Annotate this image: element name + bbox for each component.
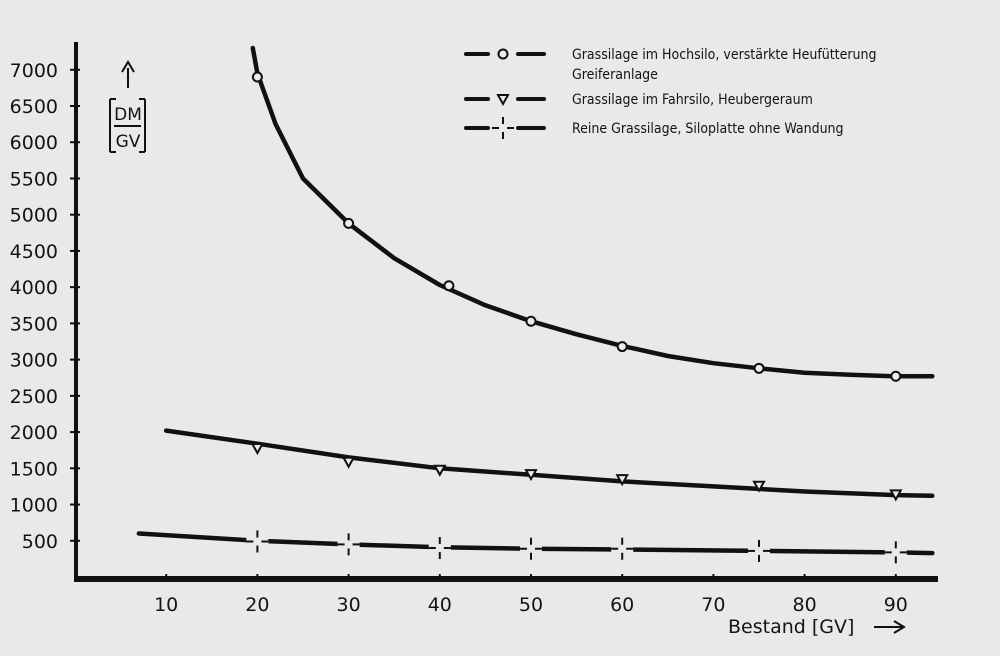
y-tick-label: 2500 (10, 386, 58, 408)
legend-label-1-line2: Greiferanlage (572, 67, 658, 83)
data-point (615, 474, 629, 487)
y-axis-unit: DM GV (109, 60, 146, 153)
y-unit-top: DM (114, 105, 142, 125)
data-point (246, 530, 269, 553)
data-point (748, 539, 770, 562)
x-axis-title-group: Bestand [GV] (728, 616, 906, 638)
x-tick-label: 60 (610, 594, 634, 616)
y-tick-label: 6000 (10, 132, 58, 154)
data-point (341, 456, 356, 469)
legend-label-2: Grassilage im Fahrsilo, Heubergeraum (572, 92, 813, 108)
data-point (337, 533, 360, 556)
legend-item-1: Grassilage im Hochsilo, verstärkte Heufü… (464, 47, 877, 83)
legend-marker-1 (497, 48, 509, 60)
x-axis-title: Bestand [GV] (728, 616, 854, 638)
legend: Grassilage im Hochsilo, verstärkte Heufü… (464, 47, 877, 139)
data-point (524, 469, 538, 482)
y-tick-label: 4500 (10, 241, 58, 263)
y-tick-label: 500 (22, 531, 58, 553)
data-point (250, 443, 265, 456)
data-point (525, 315, 537, 327)
legend-label-1: Grassilage im Hochsilo, verstärkte Heufü… (572, 47, 877, 63)
y-tick-label: 5500 (10, 168, 58, 190)
plot-area (136, 45, 935, 564)
x-tick-label: 50 (519, 594, 543, 616)
data-point (428, 537, 451, 560)
x-tick-label: 70 (701, 594, 725, 616)
y-tick-label: 3000 (10, 350, 58, 372)
y-tick-label: 1500 (10, 458, 58, 480)
data-point (616, 341, 628, 353)
y-tick-label: 7000 (10, 60, 58, 82)
data-point (752, 480, 766, 493)
y-tick-label: 5000 (10, 205, 58, 227)
series-line-2 (163, 428, 935, 499)
x-tick-label: 90 (884, 594, 908, 616)
data-point (753, 362, 765, 374)
data-point (343, 217, 355, 229)
legend-label-3: Reine Grassilage, Siloplatte ohne Wandun… (572, 121, 844, 137)
x-tick-label: 20 (245, 594, 269, 616)
x-tick-label: 30 (337, 594, 361, 616)
data-point (889, 489, 903, 502)
y-tick-label: 3500 (10, 313, 58, 335)
legend-marker-2 (496, 94, 510, 107)
y-unit-bottom: GV (116, 132, 141, 152)
data-point (890, 370, 902, 382)
data-point (520, 537, 542, 560)
legend-marker-3 (492, 117, 514, 139)
x-tick-label: 80 (793, 594, 817, 616)
y-tick-label: 2000 (10, 422, 58, 444)
y-tick-label: 1000 (10, 495, 58, 517)
series-line-1 (250, 45, 935, 379)
data-point (611, 537, 634, 560)
axis-ticks: 10 20 30 40 50 60 70 80 90 500 1000 1500 2000 2500 300… (10, 60, 908, 616)
data-point (884, 541, 907, 564)
legend-item-2: Grassilage im Fahrsilo, Heubergeraum (464, 92, 813, 108)
legend-item-3: Reine Grassilage, Siloplatte ohne Wandun… (464, 117, 844, 139)
y-tick-label: 4000 (10, 277, 58, 299)
x-tick-label: 40 (428, 594, 452, 616)
x-tick-label: 10 (154, 594, 178, 616)
data-point (433, 464, 447, 477)
data-point (443, 280, 455, 292)
y-tick-label: 6500 (10, 96, 58, 118)
data-point (251, 71, 263, 83)
